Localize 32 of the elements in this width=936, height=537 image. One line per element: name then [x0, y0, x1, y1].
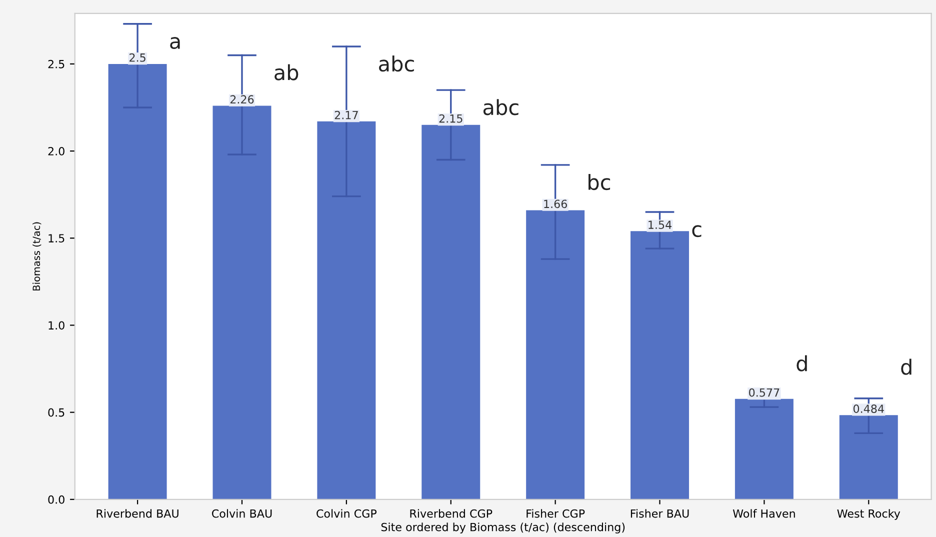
data-label: 1.54	[648, 220, 672, 230]
data-label: 2.5	[130, 53, 146, 62]
annotation: d	[901, 358, 912, 375]
annotation: c	[692, 225, 702, 238]
annotation: bc	[588, 174, 610, 190]
x-tick-label: Riverbend BAU	[96, 509, 178, 518]
annotation: abc	[379, 56, 414, 72]
x-tick-label: Fisher BAU	[630, 509, 689, 518]
x-tick-label: Riverbend CGP	[410, 509, 492, 518]
annotation: abc	[483, 99, 518, 116]
y-tick-label: 0.0	[48, 495, 64, 504]
x-tick-label: West Rocky	[837, 509, 900, 520]
y-tick-label: 2.5	[48, 60, 64, 68]
data-label: 2.26	[230, 95, 254, 104]
data-label: 2.15	[439, 114, 462, 123]
x-tick-label: Colvin BAU	[212, 509, 272, 518]
data-label: 1.66	[544, 200, 567, 208]
x-axis-title: Site ordered by Biomass (t/ac) (descending)	[381, 522, 625, 534]
annotation: ab	[274, 64, 298, 80]
annotation: d	[796, 355, 807, 372]
x-tick-label: Colvin CGP	[316, 509, 377, 518]
x-tick-label: Fisher CGP	[526, 509, 585, 518]
y-tick-label: 1.5	[48, 234, 64, 243]
y-axis-title: Biomass (t/ac)	[32, 222, 42, 290]
data-label: 0.484	[853, 404, 884, 413]
annotation: a	[170, 37, 180, 49]
data-label: 2.17	[334, 110, 358, 120]
data-label: 0.577	[749, 388, 780, 397]
y-tick-label: 2.0	[48, 147, 64, 156]
y-tick-label: 1.0	[48, 321, 64, 330]
y-tick-label: 0.5	[48, 408, 64, 417]
x-tick-label: Wolf Haven	[732, 509, 795, 518]
